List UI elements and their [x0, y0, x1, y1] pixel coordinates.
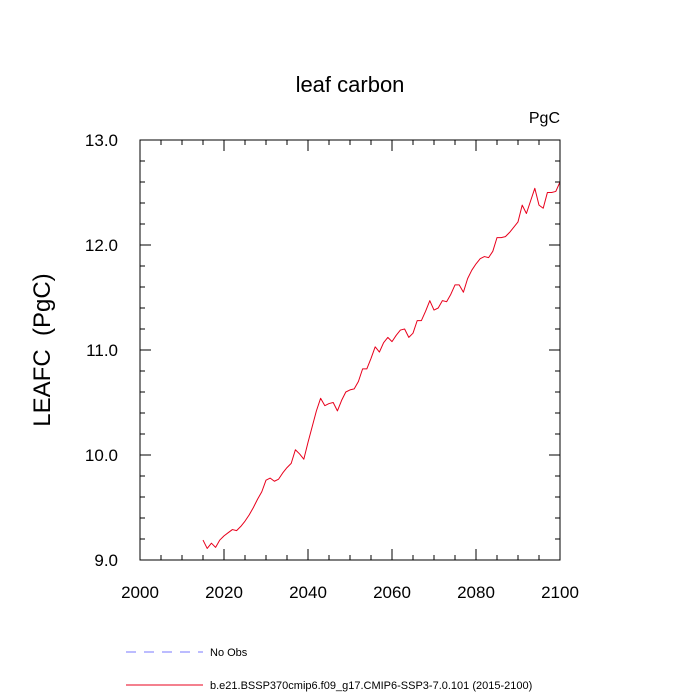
x-tick-label: 2040: [289, 583, 327, 602]
series-line: [202, 181, 561, 549]
y-tick-label: 12.0: [85, 236, 118, 255]
x-tick-label: 2100: [541, 583, 579, 602]
x-tick-label: 2060: [373, 583, 411, 602]
legend: No Obs b.e21.BSSP370cmip6.f09_g17.CMIP6-S…: [126, 647, 532, 692]
y-tick-label: 9.0: [94, 551, 118, 570]
plot-frame: [139, 139, 561, 561]
x-tick-label: 2020: [205, 583, 243, 602]
axis-ticks: [139, 139, 561, 561]
series-layer: [202, 181, 561, 549]
x-tick-label: 2000: [121, 583, 159, 602]
chart-title: leaf carbon: [296, 72, 405, 97]
y-axis-label: LEAFC (PgC): [29, 273, 56, 426]
y-tick-label: 11.0: [86, 341, 118, 360]
legend-label: b.e21.BSSP370cmip6.f09_g17.CMIP6-SSP3-7.…: [210, 680, 532, 692]
units-label: PgC: [529, 110, 560, 127]
y-tick-label: 13.0: [85, 131, 118, 150]
x-tick-label: 2080: [457, 583, 495, 602]
legend-label: No Obs: [210, 647, 248, 659]
y-tick-label: 10.0: [85, 446, 118, 465]
axis-tick-labels: 2000 2020 2040 2060 2080 2100 9.0 10.0 11.0 12.0 1…: [85, 131, 579, 602]
